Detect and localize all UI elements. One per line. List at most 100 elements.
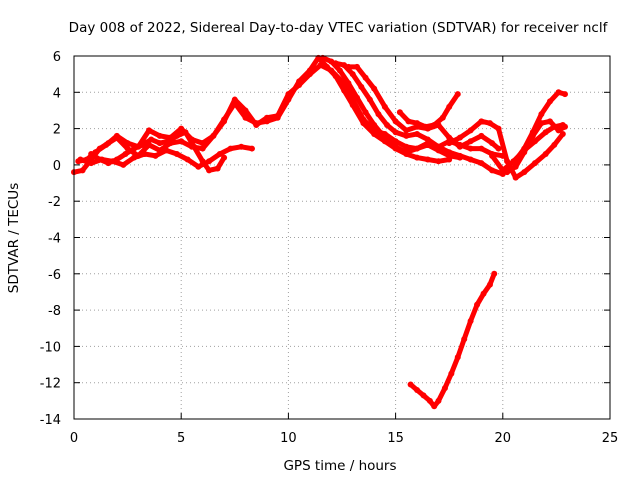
data-point [178,125,185,132]
data-point [146,127,153,134]
data-point [113,132,120,139]
data-point [491,270,498,277]
data-point [542,129,549,136]
data-point [495,125,502,132]
x-tick-label: 0 [70,431,78,446]
data-point [435,158,442,165]
data-point [486,120,493,127]
y-axis-label: SDTVAR / TECUs [6,183,22,293]
data-point [403,127,410,134]
data-point [199,145,206,152]
data-point [163,147,170,154]
data-point [461,336,468,343]
y-tick-label: 2 [53,123,61,138]
axis-ticks: 0 5 10 15 20 25 -14 -12 -10 -8 -6 -4 -2 0 2 4 6 [40,50,619,446]
data-point [384,121,391,128]
data-point [392,118,399,125]
data-point [538,111,545,118]
data-point [414,386,421,393]
data-point [542,151,549,158]
data-point [199,140,206,147]
data-point [274,112,281,119]
data-point [214,165,221,172]
data-point [195,163,202,170]
data-point [456,143,463,150]
data-point [414,131,421,138]
series-arc-12 [504,118,568,176]
data-point [561,123,568,130]
data-point [122,151,129,158]
data-point [156,140,163,147]
data-point [392,143,399,150]
data-point [120,161,127,168]
data-point [467,317,474,324]
x-tick-label: 25 [602,431,619,446]
data-point [210,132,217,139]
data-point [392,129,399,136]
series-arc-5 [319,54,506,177]
data-point [139,141,146,148]
data-point [221,154,228,161]
data-point [178,138,185,145]
data-point [328,67,335,74]
data-point [156,132,163,139]
data-point [206,158,213,165]
data-point [559,131,566,138]
data-point [495,145,502,152]
data-point [546,118,553,125]
data-point [486,281,493,288]
data-point [431,121,438,128]
data-point [124,140,131,147]
data-point [478,160,485,167]
data-point [521,169,528,176]
data-point [221,118,228,125]
data-point [131,145,138,152]
data-point [489,152,496,159]
data-point [529,132,536,139]
y-tick-label: -10 [40,340,61,355]
data-point [435,143,442,150]
data-point [332,60,339,67]
data-point [105,160,112,167]
data-point [366,96,373,103]
data-point [521,149,528,156]
data-point [407,381,414,388]
data-point [345,80,352,87]
data-point [512,174,519,181]
grid [74,56,610,419]
y-tick-label: 0 [53,159,61,174]
x-tick-label: 5 [177,431,185,446]
data-point [141,151,148,158]
data-point [414,120,421,127]
y-tick-label: -2 [48,195,61,210]
data-point [371,85,378,92]
data-point [173,151,180,158]
data-point [79,167,86,174]
data-point [336,67,343,74]
data-point [555,127,562,134]
data-point [345,63,352,70]
data-point [414,154,421,161]
data-point [454,91,461,98]
y-tick-label: 6 [53,50,61,65]
data-point [148,136,155,143]
data-point [362,109,369,116]
data-point [446,149,453,156]
data-point [456,134,463,141]
data-point [113,156,120,163]
series-arc-4 [88,129,228,174]
data-point [467,145,474,152]
data-point [349,71,356,78]
y-tick-label: -6 [48,268,61,283]
data-point [253,121,260,128]
y-tick-label: -14 [40,413,61,428]
data-point [551,141,558,148]
data-point [103,141,110,148]
data-series [71,54,568,410]
data-point [489,140,496,147]
y-tick-label: -12 [40,377,61,392]
y-tick-label: 4 [53,86,61,101]
data-point [422,123,429,130]
data-point [504,169,511,176]
